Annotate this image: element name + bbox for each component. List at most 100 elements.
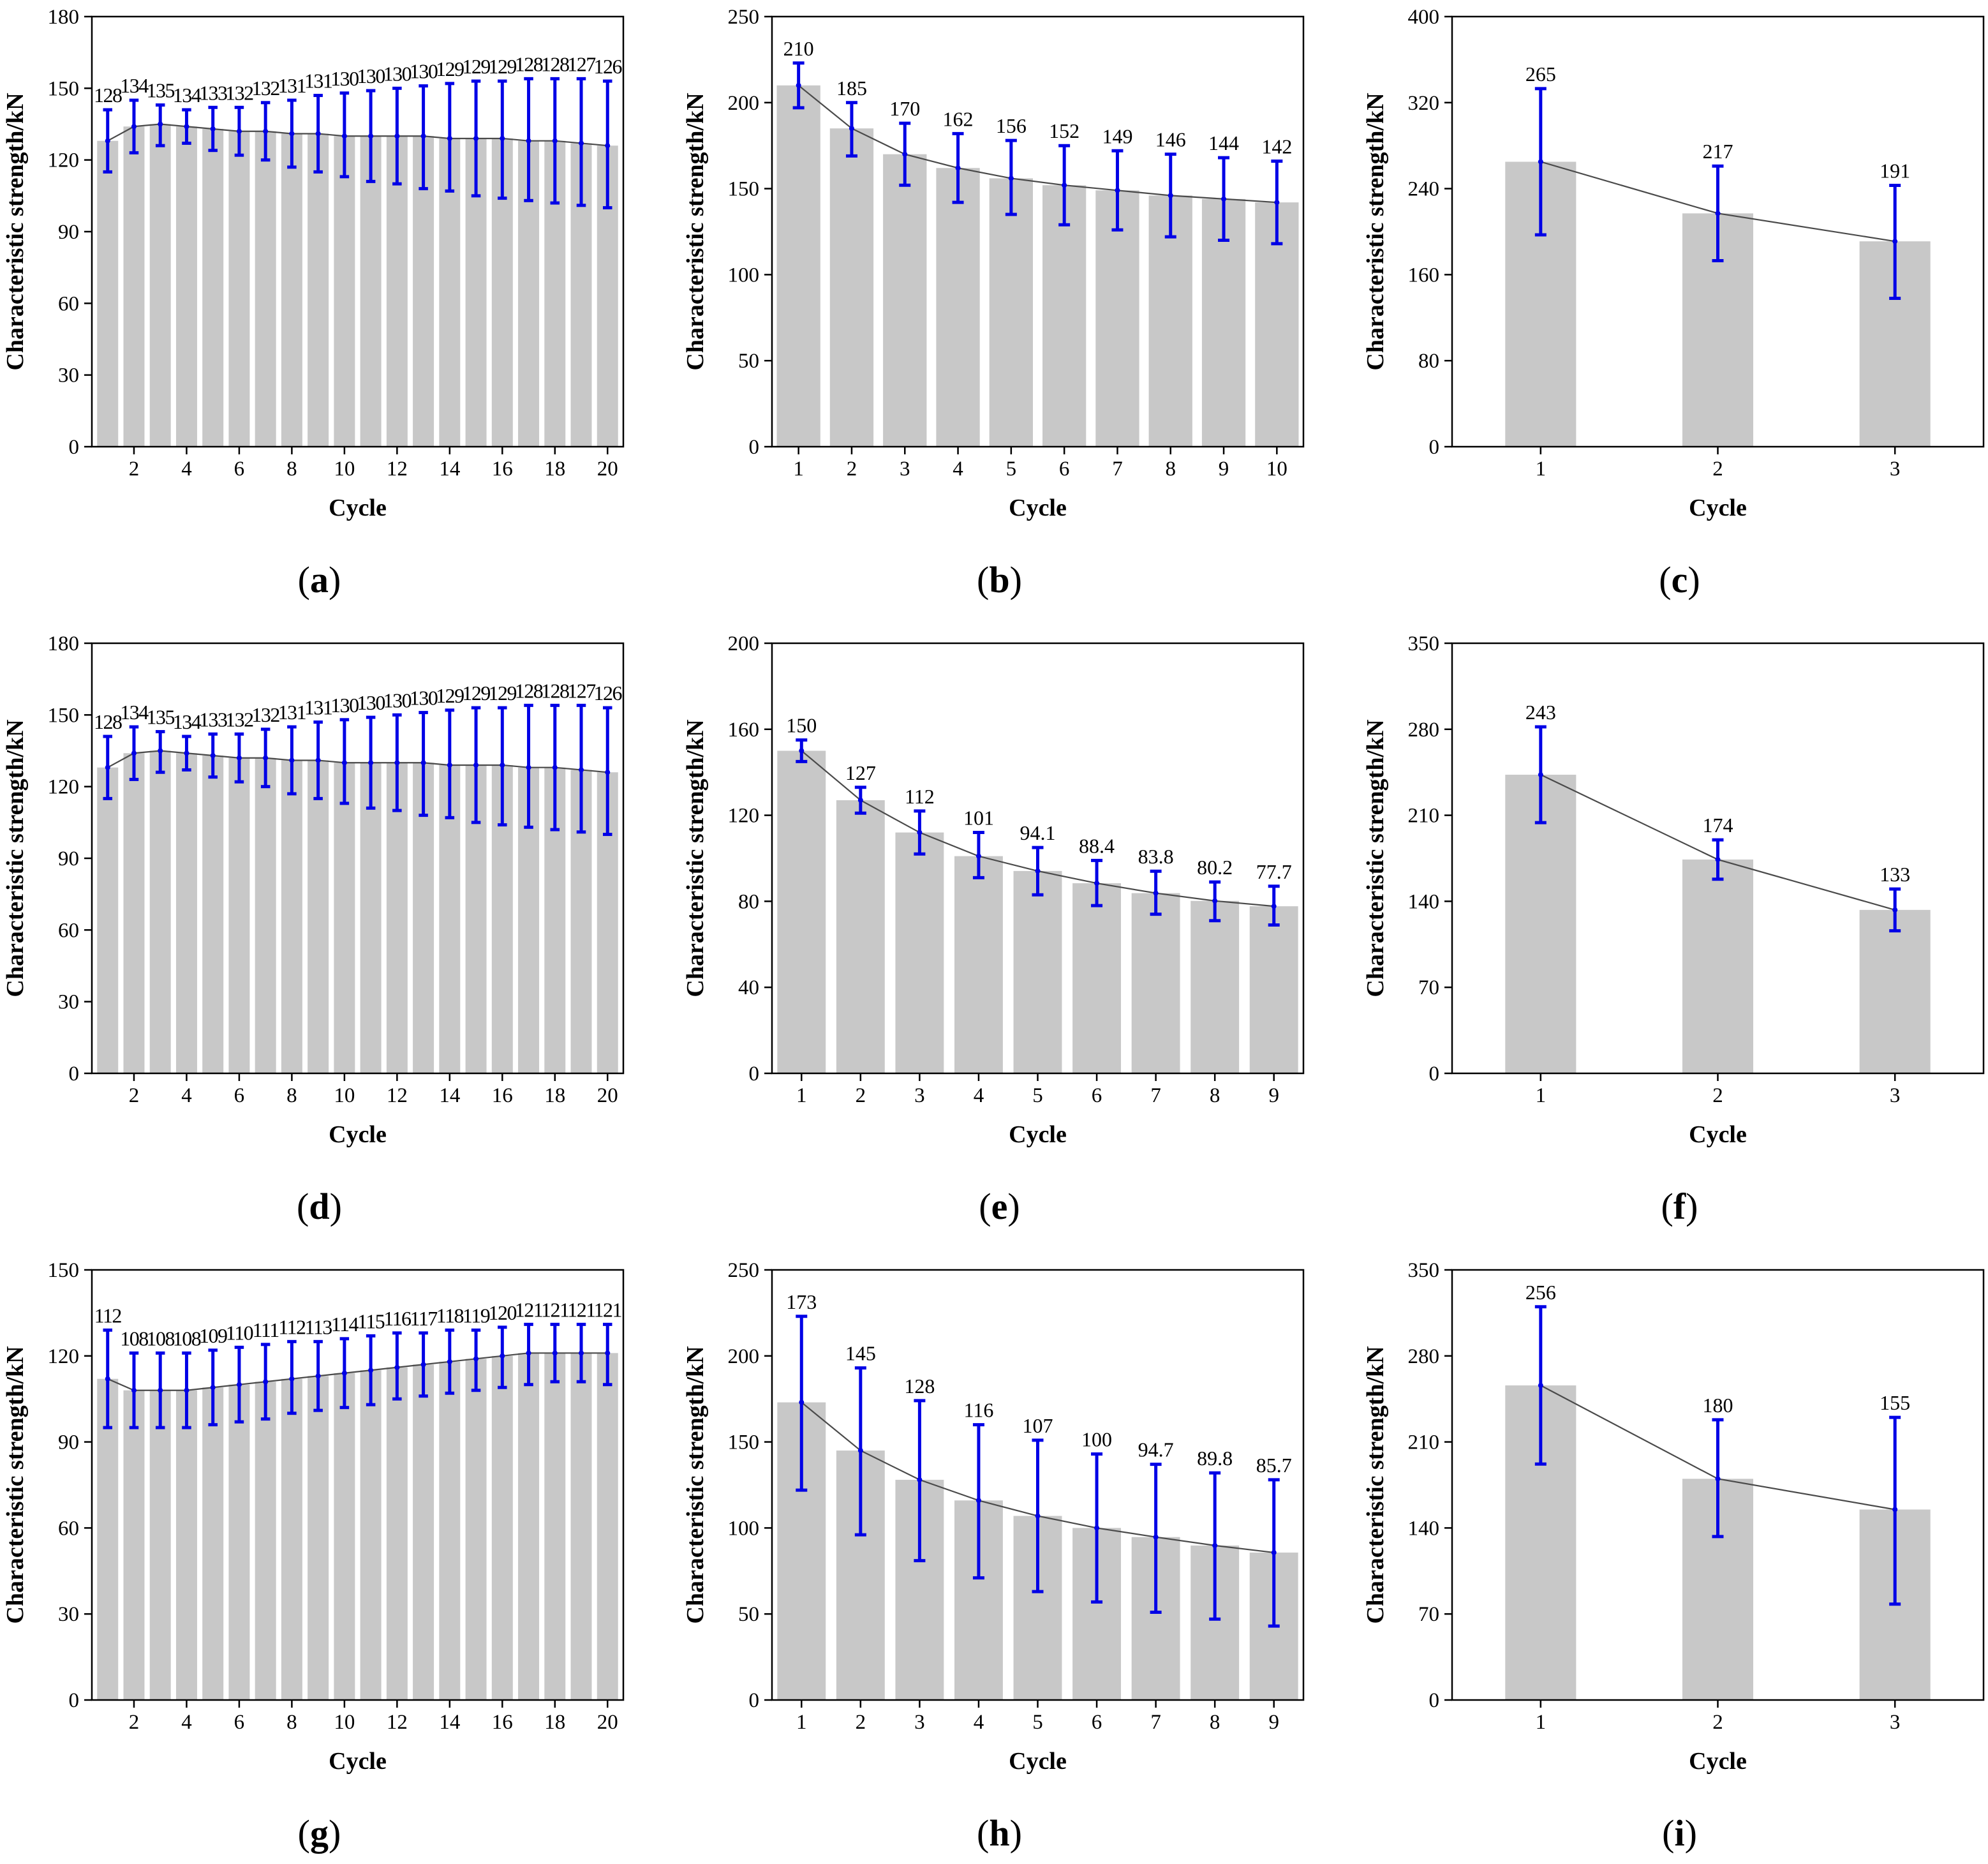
point-h-2	[857, 1448, 863, 1454]
bar-d-2	[123, 753, 145, 1073]
data-label-a-7: 132	[251, 77, 279, 100]
x-tick-label-a: 12	[387, 458, 408, 481]
data-label-h-8: 89.8	[1197, 1447, 1233, 1470]
data-label-d-11: 130	[357, 691, 385, 714]
point-g-19	[579, 1350, 584, 1356]
point-h-8	[1212, 1542, 1218, 1548]
point-a-2	[131, 124, 137, 130]
y-axis-title-b: Characteristic strength/kN	[682, 93, 709, 370]
data-label-e-9: 77.7	[1256, 860, 1292, 883]
data-label-d-2: 134	[120, 701, 149, 724]
x-tick-label-e: 4	[974, 1084, 984, 1107]
x-tick-label-h: 7	[1150, 1711, 1161, 1734]
bar-e-8	[1191, 900, 1240, 1073]
x-tick-label-b: 8	[1166, 458, 1176, 481]
point-b-5	[1008, 175, 1014, 181]
bar-e-7	[1131, 893, 1180, 1073]
x-tick-label-c: 3	[1890, 458, 1901, 481]
data-label-a-2: 134	[120, 74, 149, 97]
panel-label-i: (i)	[1662, 1812, 1697, 1854]
x-tick-label-i: 3	[1890, 1711, 1901, 1734]
bar-g-18	[544, 1353, 566, 1700]
x-tick-label-d: 2	[129, 1084, 140, 1107]
panel-label-a: (a)	[298, 559, 341, 600]
bar-g-6	[228, 1384, 250, 1700]
point-d-13	[420, 760, 426, 766]
y-axis-title-a: Characteristic strength/kN	[2, 93, 29, 370]
y-tick-label-h: 100	[728, 1517, 760, 1540]
data-label-g-17: 121	[515, 1298, 543, 1321]
data-label-e-5: 94.1	[1020, 821, 1056, 844]
point-g-12	[394, 1364, 400, 1370]
point-e-1	[799, 748, 805, 754]
x-tick-label-g: 10	[334, 1711, 355, 1734]
point-d-17	[526, 764, 531, 770]
point-a-6	[236, 128, 242, 134]
panel-label-paren-close: )	[329, 1812, 341, 1854]
y-axis-title-g: Characteristic strength/kN	[2, 1346, 29, 1623]
bar-g-3	[149, 1390, 171, 1700]
bar-d-12	[386, 763, 408, 1073]
point-b-7	[1115, 188, 1120, 193]
y-tick-label-e: 0	[749, 1062, 760, 1085]
bar-g-1	[97, 1378, 119, 1700]
bar-d-11	[360, 763, 382, 1073]
bar-d-9	[308, 760, 329, 1073]
point-g-20	[605, 1350, 611, 1356]
point-h-4	[975, 1498, 981, 1503]
point-a-14	[447, 135, 452, 141]
bar-d-10	[334, 763, 355, 1073]
y-tick-label-d: 90	[58, 847, 79, 870]
data-label-c-3: 191	[1880, 160, 1910, 183]
bar-g-7	[255, 1382, 276, 1700]
y-tick-label-g: 30	[58, 1603, 79, 1626]
point-d-4	[184, 750, 189, 756]
point-a-9	[315, 131, 321, 137]
panel-label-paren-open: (	[298, 1812, 310, 1854]
data-label-h-3: 128	[904, 1375, 935, 1398]
y-tick-label-f: 210	[1408, 805, 1440, 828]
x-axis-title-f: Cycle	[1689, 1121, 1747, 1148]
panel-label-letter: b	[989, 559, 1009, 600]
x-axis-title-g: Cycle	[329, 1748, 387, 1775]
point-d-5	[210, 752, 216, 758]
data-label-f-3: 133	[1880, 863, 1910, 886]
x-tick-label-a: 10	[334, 458, 355, 481]
y-tick-label-b: 150	[728, 178, 760, 201]
y-tick-label-d: 30	[58, 991, 79, 1014]
panel-label-paren-open: (	[979, 1186, 991, 1227]
x-tick-label-g: 14	[439, 1711, 460, 1734]
data-label-a-5: 133	[199, 81, 227, 104]
point-h-1	[799, 1399, 805, 1405]
x-tick-label-c: 2	[1712, 458, 1723, 481]
x-tick-label-h: 8	[1210, 1711, 1220, 1734]
point-e-6	[1094, 881, 1100, 886]
y-tick-label-f: 350	[1408, 632, 1440, 655]
data-label-e-7: 83.8	[1138, 845, 1174, 868]
panel-label-paren-open: (	[977, 1812, 989, 1854]
chart-panel-d: 1281341351341331321321311311301301301301…	[2, 632, 625, 1227]
point-a-10	[341, 133, 347, 139]
data-label-g-6: 110	[226, 1321, 253, 1344]
point-a-1	[105, 138, 110, 144]
point-g-14	[447, 1359, 452, 1364]
data-label-i-2: 180	[1703, 1394, 1733, 1417]
point-a-11	[368, 133, 374, 139]
data-label-e-6: 88.4	[1079, 834, 1115, 857]
point-b-9	[1221, 196, 1227, 202]
point-g-7	[263, 1379, 269, 1385]
point-d-8	[289, 757, 295, 763]
data-label-d-12: 130	[383, 689, 412, 712]
point-d-10	[341, 760, 347, 766]
bar-g-8	[281, 1378, 302, 1700]
x-tick-label-b: 1	[793, 458, 804, 481]
plot-frame-b	[771, 15, 1305, 448]
y-tick-label-c: 160	[1408, 264, 1440, 287]
x-tick-label-f: 3	[1890, 1084, 1901, 1107]
data-label-g-7: 111	[253, 1318, 279, 1341]
x-tick-label-h: 2	[856, 1711, 866, 1734]
x-tick-label-b: 6	[1059, 458, 1070, 481]
y-tick-label-d: 180	[48, 632, 80, 655]
point-e-8	[1212, 898, 1218, 904]
plot-frame-g	[91, 1269, 625, 1701]
